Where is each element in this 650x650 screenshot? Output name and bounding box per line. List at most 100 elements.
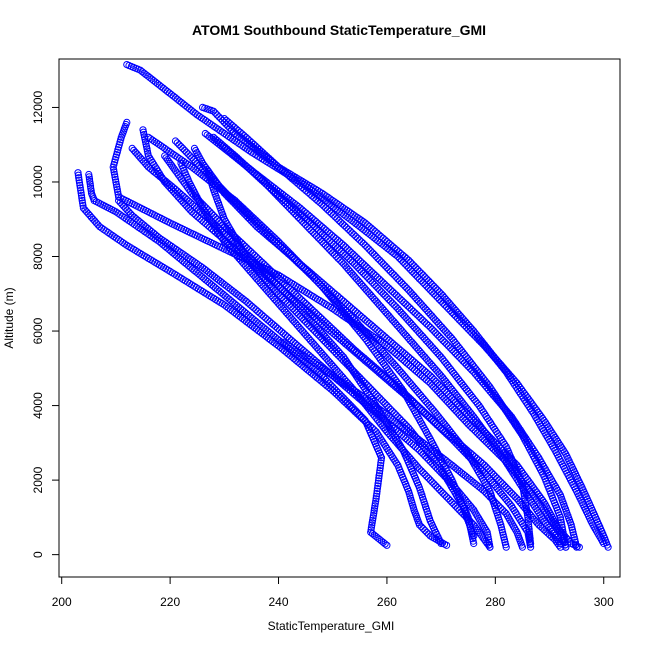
data-point — [316, 314, 325, 322]
data-point — [417, 314, 425, 322]
data-point — [439, 336, 447, 344]
data-point — [315, 312, 323, 320]
data-point — [75, 179, 84, 187]
data-point — [86, 180, 94, 188]
data-point — [349, 250, 357, 258]
data-point — [509, 491, 518, 499]
data-point — [446, 344, 454, 352]
data-point — [282, 281, 291, 290]
data-point — [426, 413, 434, 421]
data-point — [431, 419, 440, 427]
data-point — [410, 262, 418, 270]
data-point — [305, 303, 313, 311]
data-point — [423, 275, 431, 283]
data-point — [371, 499, 379, 508]
data-point — [328, 324, 336, 332]
data-point — [370, 270, 378, 278]
data-point — [430, 417, 438, 425]
data-point — [211, 109, 219, 117]
data-point — [352, 407, 360, 415]
data-point — [358, 413, 366, 421]
data-point — [464, 420, 472, 428]
data-point — [330, 385, 339, 393]
data-point — [417, 269, 425, 277]
data-point — [413, 311, 421, 319]
data-point — [323, 377, 331, 385]
data-point — [446, 306, 454, 315]
y-axis-label: Altitude (m) — [2, 287, 16, 348]
data-point — [370, 509, 378, 517]
x-tick-label: 300 — [594, 595, 614, 609]
data-point — [416, 404, 424, 412]
y-tick-label: 2000 — [31, 466, 45, 493]
data-point — [600, 539, 608, 548]
data-point — [377, 456, 385, 464]
data-point — [213, 111, 221, 119]
data-point — [324, 321, 332, 329]
data-point — [281, 280, 289, 288]
data-point — [109, 163, 117, 171]
data-point — [110, 166, 118, 174]
data-point — [332, 387, 340, 395]
data-point — [420, 408, 428, 416]
data-point — [303, 301, 311, 309]
y-tick-label: 4000 — [31, 392, 45, 419]
data-point — [78, 194, 86, 202]
data-point — [433, 379, 442, 387]
data-point — [79, 201, 87, 210]
data-point — [112, 180, 121, 189]
data-point — [404, 302, 412, 310]
data-point — [419, 316, 427, 324]
data-point — [433, 286, 442, 294]
x-axis-label: StaticTemperature_GMI — [268, 619, 395, 633]
data-point — [340, 241, 348, 249]
data-point — [426, 279, 434, 287]
data-point — [373, 273, 382, 281]
data-point — [421, 526, 429, 535]
data-point — [423, 528, 431, 536]
data-point — [377, 454, 386, 462]
data-point — [387, 286, 395, 294]
data-point — [424, 321, 432, 330]
data-point — [377, 459, 385, 467]
data-point — [418, 406, 426, 414]
data-point — [426, 372, 434, 380]
data-point — [471, 427, 480, 435]
data-point — [428, 415, 436, 423]
data-point — [450, 310, 458, 318]
data-point — [362, 263, 370, 271]
data-point — [573, 543, 581, 551]
data-point — [500, 482, 508, 490]
data-point — [402, 300, 410, 308]
data-point — [430, 282, 438, 290]
data-point — [478, 459, 487, 468]
data-point — [113, 183, 121, 191]
data-point — [368, 521, 376, 529]
x-tick-label: 240 — [269, 595, 289, 609]
data-point — [437, 334, 445, 343]
data-point — [360, 261, 368, 269]
data-point — [497, 478, 505, 486]
data-point — [340, 394, 348, 402]
data-point — [290, 289, 298, 297]
data-point — [483, 528, 491, 536]
data-point — [482, 463, 490, 471]
data-point — [419, 525, 427, 533]
data-point — [374, 477, 383, 485]
data-point — [326, 322, 334, 331]
data-point — [430, 327, 438, 335]
data-point — [376, 467, 384, 475]
data-point — [470, 425, 478, 434]
data-point — [347, 402, 355, 410]
data-point — [453, 351, 461, 359]
data-point — [407, 395, 415, 403]
data-point — [396, 295, 404, 303]
data-point — [369, 516, 377, 524]
data-point — [373, 484, 381, 493]
y-tick-label: 12000 — [31, 90, 45, 124]
data-point — [432, 377, 440, 385]
data-point — [209, 107, 218, 115]
data-point — [341, 396, 349, 404]
data-point — [364, 264, 372, 273]
